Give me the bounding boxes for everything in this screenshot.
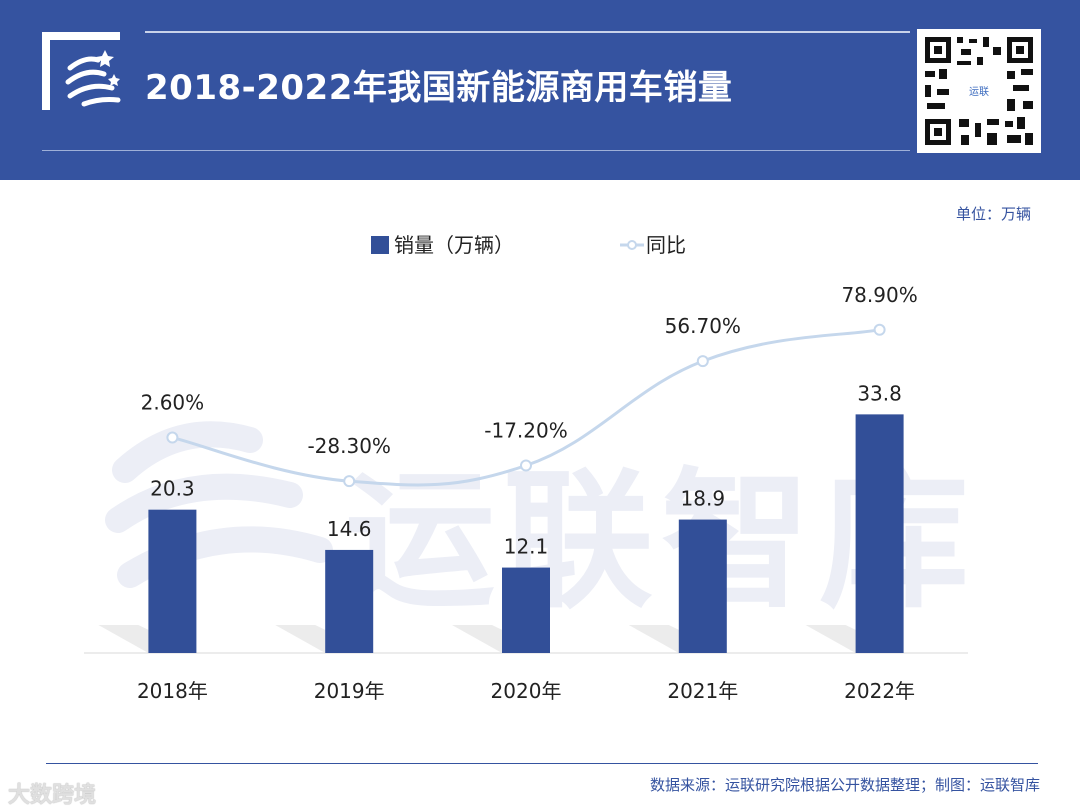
legend-line-marker — [627, 240, 637, 250]
yoy-value-label: -28.30% — [307, 434, 390, 458]
bar-2022年 — [855, 414, 904, 653]
bar-value-label: 18.9 — [681, 487, 726, 511]
header-top-rule — [145, 31, 910, 33]
x-tick-label: 2022年 — [844, 679, 915, 703]
yoy-value-label: 2.60% — [141, 391, 205, 415]
x-tick-label: 2020年 — [491, 679, 562, 703]
qr-code-icon: 运联 — [917, 29, 1041, 153]
yoy-point — [520, 459, 532, 472]
bar-2020年 — [502, 567, 550, 653]
x-tick-label: 2019年 — [314, 679, 385, 703]
yoy-point — [343, 475, 356, 488]
yoy-point — [166, 431, 179, 444]
bar-2018年 — [148, 509, 197, 653]
legend-line-label: 同比 — [646, 233, 686, 257]
bar-value-label: 12.1 — [504, 535, 549, 559]
yoy-value-label: -17.20% — [484, 418, 567, 442]
bar-value-label: 14.6 — [327, 517, 372, 541]
header-bottom-rule — [42, 150, 910, 151]
yoy-value-label: 78.90% — [841, 283, 917, 307]
legend-bar-label: 销量（万辆） — [394, 233, 514, 257]
yoy-value-label: 56.70% — [665, 314, 741, 338]
bar-value-label: 20.3 — [150, 477, 195, 501]
bar-value-label: 33.8 — [857, 381, 902, 405]
unit-label: 单位：万辆 — [955, 205, 1031, 223]
page-title: 2018-2022年我国新能源商用车销量 — [145, 68, 733, 108]
footer-rule — [46, 763, 1038, 764]
corner-brand-logo: 大数跨境 — [8, 783, 97, 808]
svg-text:运联: 运联 — [969, 86, 989, 98]
bar-2021年 — [678, 519, 727, 653]
legend-bar-swatch — [371, 236, 389, 254]
yoy-point — [873, 323, 886, 336]
brand-logo-icon — [42, 32, 121, 110]
header-banner: 2018-2022年我国新能源商用车销量 运联 — [0, 0, 1080, 180]
yoy-point — [696, 355, 709, 368]
x-tick-label: 2018年 — [137, 679, 208, 703]
bar-2019年 — [325, 549, 374, 653]
data-source-note: 数据来源：运联研究院根据公开数据整理；制图：运联智库 — [649, 776, 1040, 794]
x-tick-label: 2021年 — [667, 679, 738, 703]
watermark-swirl-icon — [105, 421, 333, 588]
